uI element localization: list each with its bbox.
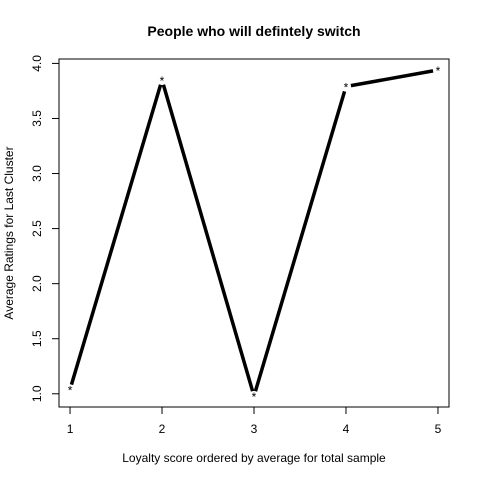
y-tick-label: 2.0 [30, 275, 44, 292]
x-axis-label: Loyalty score ordered by average for tot… [122, 451, 386, 465]
y-tick-label: 1.0 [30, 385, 44, 402]
y-tick-label: 3.5 [30, 110, 44, 127]
y-tick-label: 4.0 [30, 55, 44, 72]
data-point-marker: * [160, 74, 165, 88]
x-tick-label: 1 [67, 422, 74, 436]
x-tick-label: 2 [159, 422, 166, 436]
series-line-segment [253, 90, 347, 392]
x-tick-label: 4 [343, 422, 350, 436]
series-line-segment [161, 84, 255, 392]
y-axis-label: Average Ratings for Last Cluster [2, 146, 16, 319]
x-tick-label: 5 [435, 422, 442, 436]
y-tick-label: 2.5 [30, 220, 44, 237]
data-point-marker: * [252, 390, 257, 404]
series-group [69, 69, 434, 392]
marker-group: * * * * * [68, 64, 441, 404]
series-line-segment [350, 69, 434, 88]
x-axis: 1 2 3 4 5 [67, 406, 442, 436]
y-axis: 1.0 1.5 2.0 2.5 3.0 3.5 4.0 [30, 55, 60, 402]
data-point-marker: * [436, 64, 441, 78]
y-tick-label: 1.5 [30, 330, 44, 347]
y-tick-label: 3.0 [30, 165, 44, 182]
data-point-marker: * [68, 383, 73, 397]
series-line-segment [69, 84, 163, 386]
chart-title: People who will defintely switch [147, 23, 360, 39]
x-tick-label: 3 [251, 422, 258, 436]
data-point-marker: * [344, 81, 349, 95]
